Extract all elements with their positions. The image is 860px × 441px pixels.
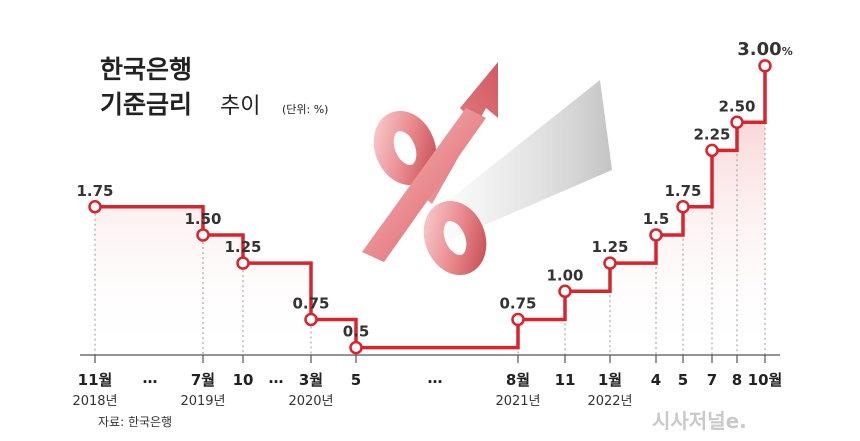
x-year-label: 2020년 xyxy=(288,394,333,409)
x-tick-label: 1월 xyxy=(598,371,622,389)
rate-marker xyxy=(196,228,210,242)
chart-title: 한국은행 기준금리 추이 (단위: %) xyxy=(100,55,328,119)
rate-value-label: 0.75 xyxy=(292,294,329,312)
rate-marker xyxy=(236,256,250,270)
source-note: 자료: 한국은행 xyxy=(98,414,172,429)
x-year-label: 2019년 xyxy=(180,394,225,409)
x-tick-label: 4 xyxy=(651,371,661,389)
x-year-label: 2018년 xyxy=(72,394,117,409)
rate-marker xyxy=(511,312,525,327)
rate-marker xyxy=(88,200,102,214)
rate-value-label: 1.25 xyxy=(591,238,628,256)
x-tick-label: 5 xyxy=(678,371,688,389)
rate-marker xyxy=(349,340,363,355)
x-axis-tick-labels: 11월 2018년 7월 2019년 10 3월 2020년 5 8월 2021년 11 1월 2022… xyxy=(72,369,782,409)
rate-value-label: 1.5 xyxy=(643,210,670,228)
axis-ellipsis: … xyxy=(269,369,284,387)
rate-value-label: 1.75 xyxy=(76,182,113,200)
rate-value-label: 1.25 xyxy=(224,238,261,256)
rate-marker xyxy=(304,312,318,327)
rate-value-label: 2.25 xyxy=(693,125,730,143)
rate-marker xyxy=(730,115,744,129)
title-line2: 기준금리 xyxy=(100,90,192,119)
rate-marker xyxy=(603,256,617,270)
rate-value-label: 1.75 xyxy=(664,182,701,200)
rate-markers xyxy=(88,59,772,355)
x-tick-label: 8 xyxy=(732,371,742,389)
percent-arrow-illustration xyxy=(362,62,612,276)
rate-marker xyxy=(558,284,572,299)
publisher-logo: 시사저널e. xyxy=(652,409,747,433)
area-under-line xyxy=(95,65,765,356)
x-tick-label: 11월 xyxy=(78,371,113,389)
percent-circle-top xyxy=(373,110,437,186)
percent-slash xyxy=(362,108,486,262)
rate-value-label: 2.50 xyxy=(718,97,755,115)
title-line1: 한국은행 xyxy=(100,55,192,84)
x-tick-label: 10 xyxy=(233,371,254,389)
x-tick-label: 7월 xyxy=(191,371,215,389)
rate-value-label: 0.75 xyxy=(499,294,536,312)
x-tick-label: 3월 xyxy=(299,371,323,389)
x-tick-label: 10월 xyxy=(748,371,783,389)
x-year-label: 2021년 xyxy=(495,394,540,409)
rate-value-labels: 1.751.501.250.750.50.751.001.251.51.752.… xyxy=(76,39,792,341)
x-tick-label: 11 xyxy=(555,371,576,389)
axis-ellipsis: … xyxy=(428,369,443,387)
rate-value-label: 1.00 xyxy=(546,266,583,284)
rate-marker xyxy=(676,200,690,214)
rate-marker xyxy=(649,228,663,242)
arrow-shadow xyxy=(430,80,612,240)
rate-value-suffix: % xyxy=(782,45,793,58)
axis-ellipsis: … xyxy=(143,369,158,387)
title-line2-light: 추이 xyxy=(220,94,260,119)
x-axis-ticks xyxy=(94,355,766,363)
x-tick-label: 8월 xyxy=(506,371,530,389)
area-fill xyxy=(95,65,765,356)
rate-value-label: 3.00% xyxy=(737,39,792,60)
rate-value-label: 1.50 xyxy=(184,210,221,228)
rate-marker xyxy=(758,59,772,73)
x-year-label: 2022년 xyxy=(587,394,632,409)
rate-marker xyxy=(705,143,719,158)
x-tick-label: 7 xyxy=(707,371,717,389)
x-tick-label: 5 xyxy=(351,371,361,389)
rate-value-label: 0.5 xyxy=(343,323,370,341)
percent-circle-bottom xyxy=(423,200,487,276)
unit-label: (단위: %) xyxy=(282,103,328,116)
